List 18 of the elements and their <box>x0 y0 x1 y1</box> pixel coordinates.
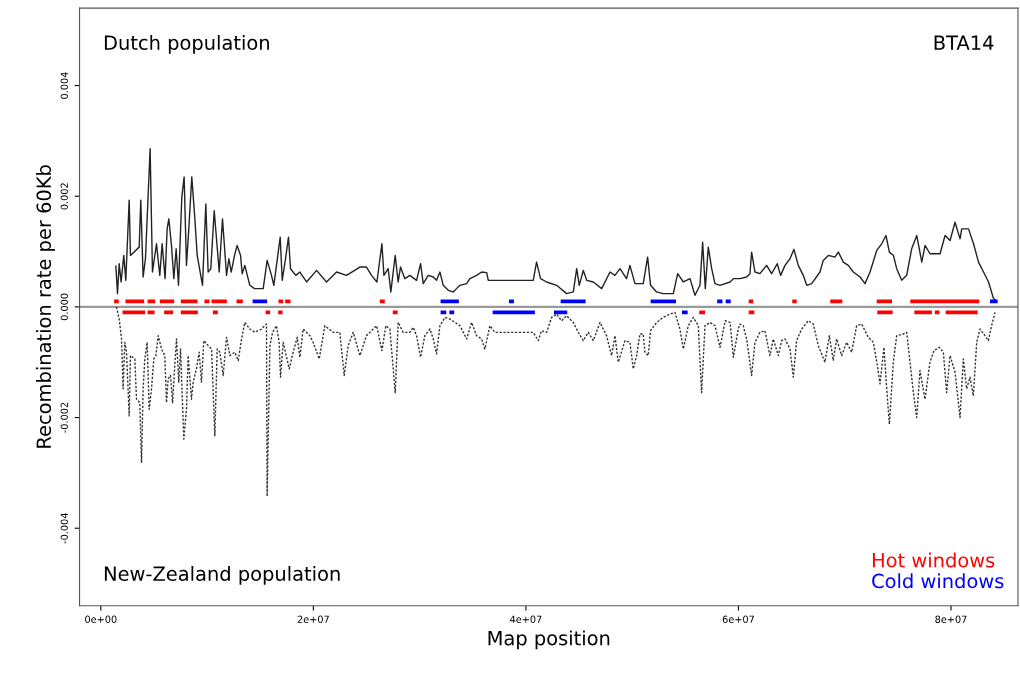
text: Cold windows <box>872 573 1004 589</box>
y-tick-label: 0.000 <box>60 293 68 321</box>
y-axis-title: Recombination rate per 60Kb <box>36 165 55 448</box>
y-tick-label: -0.004 <box>60 513 68 544</box>
y-tick-label: -0.002 <box>60 402 68 433</box>
x-tick-label: 4e+07 <box>510 615 542 623</box>
x-tick-label: 8e+07 <box>935 615 967 623</box>
y-tick-label: 0.004 <box>60 72 68 99</box>
x-tick-label: 2e+07 <box>297 615 329 623</box>
text: Hot windows <box>872 552 995 568</box>
y-tick-label: 0.002 <box>60 183 68 210</box>
annotation: BTA14 <box>934 35 994 50</box>
x-tick-label: 6e+07 <box>722 615 754 623</box>
annotation: Dutch population <box>104 34 269 54</box>
x-tick-label: 0e+00 <box>85 615 117 623</box>
line-series <box>115 306 996 497</box>
annotation: New-Zealand population <box>104 565 340 585</box>
x-axis-title: Map position <box>488 630 610 650</box>
